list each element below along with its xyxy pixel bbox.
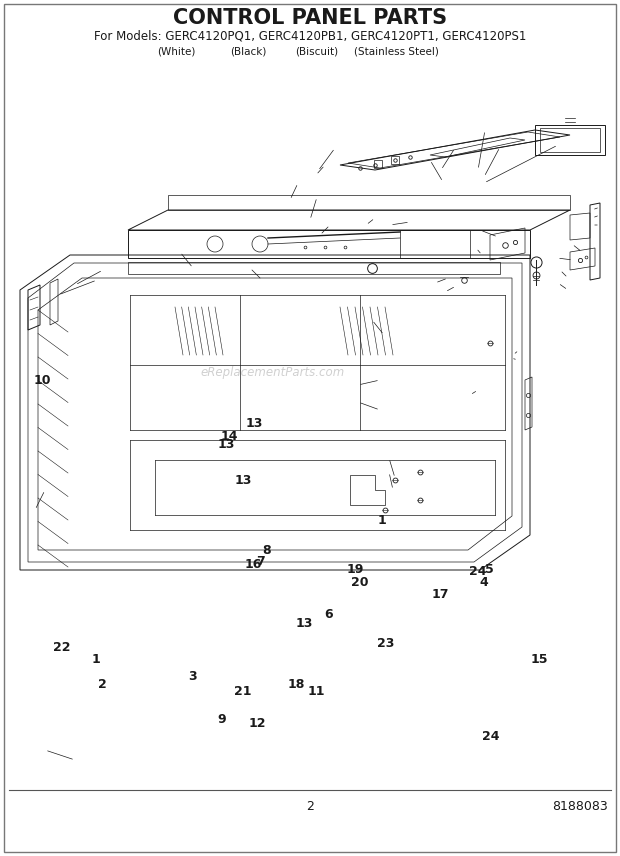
Text: 18: 18 [288,678,305,692]
Text: 9: 9 [218,712,226,726]
Text: 21: 21 [234,685,252,698]
Text: 4: 4 [479,575,488,589]
Text: 1: 1 [378,514,386,527]
Bar [391,156,399,164]
Text: 23: 23 [377,637,394,651]
Text: 1: 1 [92,652,100,666]
Text: 6: 6 [324,608,333,621]
Text: 13: 13 [218,437,235,451]
Text: (Stainless Steel): (Stainless Steel) [355,46,439,56]
Text: 20: 20 [351,575,368,589]
Text: 2: 2 [306,800,314,813]
Text: (Black): (Black) [230,46,266,56]
Text: 8188083: 8188083 [552,800,608,813]
Text: 14: 14 [221,430,238,443]
Text: 11: 11 [308,685,325,698]
Text: (Biscuit): (Biscuit) [294,46,338,56]
Text: 13: 13 [235,473,252,487]
Text: eReplacementParts.com: eReplacementParts.com [201,366,345,379]
Text: 5: 5 [485,562,494,576]
Text: 7: 7 [256,555,265,568]
Text: 24: 24 [482,729,500,743]
Text: 15: 15 [531,652,548,666]
Text: (White): (White) [157,46,196,56]
Bar [374,160,382,168]
Text: 16: 16 [244,558,262,572]
Text: 10: 10 [33,374,51,388]
Text: 8: 8 [262,544,271,557]
Text: 24: 24 [469,565,486,579]
Text: 12: 12 [249,716,266,730]
Text: 13: 13 [246,417,263,431]
Text: For Models: GERC4120PQ1, GERC4120PB1, GERC4120PT1, GERC4120PS1: For Models: GERC4120PQ1, GERC4120PB1, GE… [94,29,526,43]
Text: 17: 17 [432,588,449,602]
Text: 19: 19 [347,562,364,576]
Text: CONTROL PANEL PARTS: CONTROL PANEL PARTS [173,8,447,28]
Text: 13: 13 [295,616,312,630]
Text: 22: 22 [53,641,71,655]
Text: 3: 3 [188,669,197,683]
Text: 2: 2 [98,678,107,692]
